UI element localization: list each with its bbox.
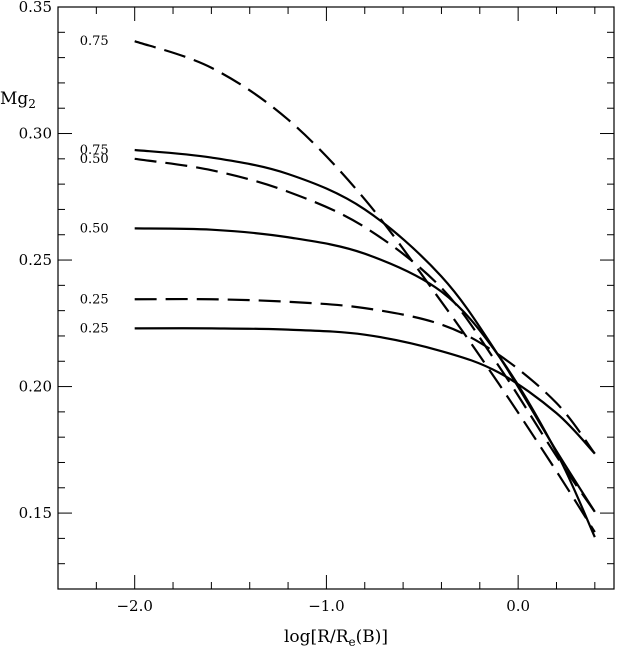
y-axis-title-main: Mg [0,89,28,109]
curve-label: 0.25 [80,321,109,336]
series-solid-3 [134,227,596,538]
x-tick-label: −2.0 [116,597,152,615]
curve-label: 0.50 [80,221,109,236]
y-tick-label: 0.25 [19,251,52,269]
y-tick-label: 0.30 [19,125,52,143]
y-tick-label: 0.35 [19,0,52,16]
y-tick-label: 0.15 [19,504,52,522]
tick-labels: −2.0 −1.0 0.0 0.15 0.20 0.25 0.30 0.35 [19,0,530,615]
y-axis-title: Mg2 [0,89,36,111]
curve-label: 0.75 [80,143,109,158]
curve-label: 0.75 [80,34,109,49]
curve-label: 0.25 [80,292,109,307]
curve-labels: 0.750.750.500.500.250.25 [80,34,109,336]
series-solid-5 [134,327,596,455]
y-axis-title-sub: 2 [28,97,36,111]
y-tick-label: 0.20 [19,378,52,396]
x-axis-title-part-1: log[R/R [284,627,350,647]
x-axis-title-part-3: (B)] [356,627,388,647]
series-solid-1 [134,148,596,513]
series-dashed-4 [134,297,596,455]
curves [134,40,596,538]
series-dashed-0 [134,40,596,533]
x-tick-label: −1.0 [308,597,344,615]
axis-ticks [57,6,614,589]
curve-label: 0.50 [80,152,109,167]
x-axis-title-sub: e [349,635,356,648]
series-dashed-2 [134,157,596,513]
x-tick-label: 0.0 [506,597,530,615]
plot-frame [57,6,615,590]
x-axis-title: log[R/Re(B)] [284,627,388,648]
